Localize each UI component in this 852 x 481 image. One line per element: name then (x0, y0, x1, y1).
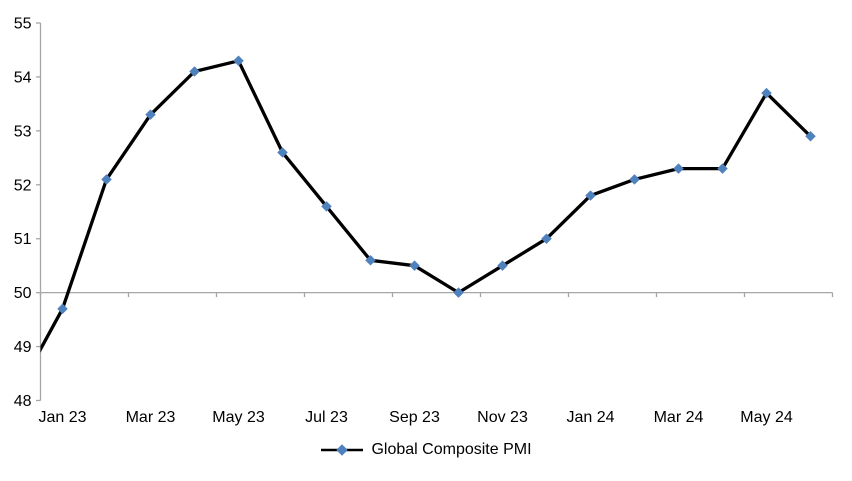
x-axis-tick-label: May 23 (212, 409, 265, 426)
legend: Global Composite PMI (0, 441, 852, 459)
x-axis-tick-label: Nov 23 (477, 409, 528, 426)
series-global-composite-pmi (40, 55, 816, 353)
x-axis-tick-label: Mar 23 (126, 409, 176, 426)
x-axis: Jan 23 Mar 23 May 23 Jul 23 Sep 23 Nov 23 Jan … (38, 291, 834, 426)
data-point-marker (277, 147, 288, 158)
data-point-marker (673, 163, 684, 174)
data-point-marker (453, 287, 464, 298)
data-point-marker (585, 190, 596, 201)
data-point-marker (629, 174, 640, 185)
data-point-marker (365, 254, 376, 266)
y-axis-tick-label: 55 (14, 16, 32, 33)
data-point-marker (321, 201, 332, 212)
data-point-marker (189, 66, 200, 77)
legend-marker-icon (321, 444, 364, 456)
y-axis-tick-label: 51 (14, 231, 32, 248)
x-axis-tick-label: Jul 23 (305, 409, 348, 426)
y-axis-tick-label: 54 (14, 69, 32, 86)
x-axis-tick-label: Jan 24 (566, 409, 614, 426)
y-axis-tick-label: 53 (14, 123, 32, 140)
x-axis-tick-label: Jan 23 (38, 409, 86, 426)
data-point-marker (805, 130, 816, 142)
data-point-marker (233, 55, 244, 67)
y-axis-tick-label: 49 (14, 339, 32, 356)
y-axis-tick-label: 50 (14, 285, 32, 302)
series-line (40, 59, 812, 353)
data-point-marker (761, 87, 772, 99)
x-axis-tick-label: Sep 23 (389, 409, 440, 426)
data-point-marker (101, 174, 112, 185)
data-point-marker (145, 109, 156, 121)
data-point-marker (497, 260, 508, 272)
y-axis: 48 49 50 51 52 53 54 55 (14, 16, 42, 410)
data-point-marker (409, 260, 420, 272)
x-axis-tick-label: Mar 24 (654, 409, 704, 426)
data-point-marker (717, 163, 728, 174)
data-point-marker (541, 233, 552, 245)
data-point-marker (57, 303, 68, 315)
y-axis-tick-label: 48 (14, 393, 32, 410)
x-axis-tick-label: May 24 (740, 409, 793, 426)
legend-label: Global Composite PMI (371, 441, 532, 458)
y-axis-tick-label: 52 (14, 177, 32, 194)
